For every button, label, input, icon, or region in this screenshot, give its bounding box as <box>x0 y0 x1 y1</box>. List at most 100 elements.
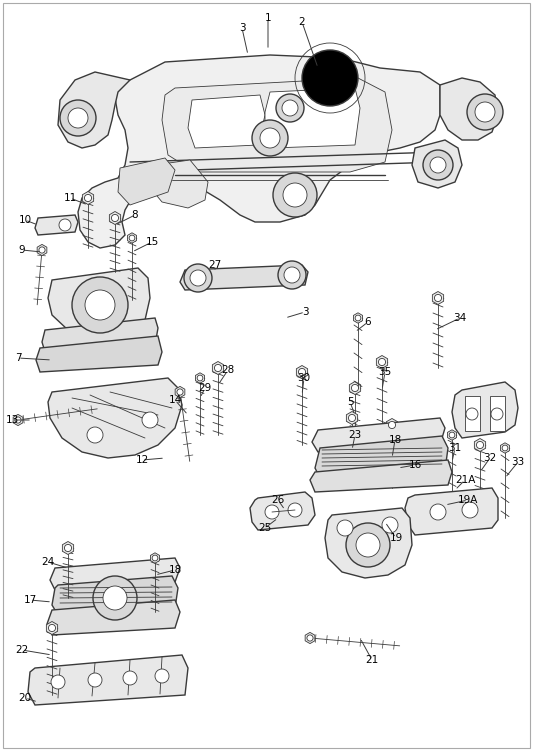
Polygon shape <box>46 622 58 635</box>
Circle shape <box>491 408 503 420</box>
Text: 27: 27 <box>208 260 222 270</box>
Circle shape <box>430 504 446 520</box>
Polygon shape <box>310 460 452 492</box>
Circle shape <box>103 586 127 610</box>
Polygon shape <box>196 372 205 383</box>
Circle shape <box>111 215 118 222</box>
Polygon shape <box>150 553 159 563</box>
Circle shape <box>477 442 483 448</box>
Circle shape <box>123 671 137 685</box>
Circle shape <box>449 432 455 438</box>
Circle shape <box>467 94 503 130</box>
Text: 7: 7 <box>15 353 21 363</box>
Circle shape <box>356 533 380 557</box>
Text: 21A: 21A <box>455 475 475 485</box>
Text: 8: 8 <box>132 210 138 220</box>
Polygon shape <box>28 655 188 705</box>
Circle shape <box>87 427 103 443</box>
Text: 12: 12 <box>135 455 149 465</box>
Text: 3: 3 <box>239 23 245 33</box>
Circle shape <box>346 523 390 567</box>
Polygon shape <box>78 55 440 248</box>
Bar <box>490 396 505 431</box>
Text: 24: 24 <box>42 557 54 567</box>
Circle shape <box>39 247 45 253</box>
Text: 22: 22 <box>15 645 29 655</box>
Circle shape <box>49 624 55 632</box>
Polygon shape <box>386 418 398 432</box>
Text: 32: 32 <box>483 453 497 463</box>
Circle shape <box>88 673 102 687</box>
Circle shape <box>72 277 128 333</box>
Polygon shape <box>250 492 315 530</box>
Polygon shape <box>305 632 315 644</box>
Circle shape <box>197 376 203 381</box>
Text: 33: 33 <box>511 457 524 467</box>
Text: 21: 21 <box>366 655 378 665</box>
Circle shape <box>273 173 317 217</box>
Polygon shape <box>325 508 412 578</box>
Polygon shape <box>148 160 208 208</box>
Circle shape <box>15 417 21 423</box>
Bar <box>465 396 480 431</box>
Circle shape <box>302 50 358 106</box>
Circle shape <box>434 294 441 302</box>
Circle shape <box>177 389 183 395</box>
Text: 35: 35 <box>378 367 392 377</box>
Text: 5: 5 <box>346 397 353 407</box>
Polygon shape <box>62 541 74 554</box>
Polygon shape <box>448 430 456 440</box>
Polygon shape <box>83 192 94 204</box>
Circle shape <box>60 100 96 136</box>
Polygon shape <box>118 158 175 205</box>
Circle shape <box>142 412 158 428</box>
Polygon shape <box>312 418 445 452</box>
Polygon shape <box>35 215 78 235</box>
Circle shape <box>84 195 92 201</box>
Circle shape <box>64 544 71 551</box>
Polygon shape <box>42 318 158 352</box>
Circle shape <box>152 555 158 561</box>
Circle shape <box>389 421 395 429</box>
Text: 9: 9 <box>19 245 25 255</box>
Polygon shape <box>48 268 150 338</box>
Text: 28: 28 <box>221 365 235 375</box>
Circle shape <box>276 94 304 122</box>
Circle shape <box>466 408 478 420</box>
Circle shape <box>51 675 65 689</box>
Circle shape <box>282 100 298 116</box>
Text: 14: 14 <box>168 395 182 405</box>
Polygon shape <box>175 387 185 397</box>
Text: 25: 25 <box>259 523 272 533</box>
Text: 26: 26 <box>271 495 285 505</box>
Polygon shape <box>13 415 23 426</box>
Text: 3: 3 <box>302 307 308 317</box>
Circle shape <box>502 445 508 451</box>
Polygon shape <box>432 291 443 304</box>
Circle shape <box>355 315 361 321</box>
Polygon shape <box>405 488 498 535</box>
Polygon shape <box>474 439 486 451</box>
Polygon shape <box>412 140 462 188</box>
Polygon shape <box>349 382 361 394</box>
Circle shape <box>68 108 88 128</box>
Text: 19: 19 <box>390 533 402 543</box>
Polygon shape <box>162 78 392 172</box>
Text: 31: 31 <box>448 443 462 453</box>
Circle shape <box>423 150 453 180</box>
Text: 1: 1 <box>265 13 271 23</box>
Polygon shape <box>296 366 308 379</box>
Polygon shape <box>500 443 510 453</box>
Polygon shape <box>47 600 180 635</box>
Text: 23: 23 <box>349 430 361 440</box>
Circle shape <box>283 183 307 207</box>
Text: 18: 18 <box>168 565 182 575</box>
Polygon shape <box>188 95 265 148</box>
Circle shape <box>85 290 115 320</box>
Polygon shape <box>48 378 182 458</box>
Text: 18: 18 <box>389 435 402 445</box>
Text: 13: 13 <box>5 415 19 425</box>
Text: 20: 20 <box>19 693 31 703</box>
Circle shape <box>298 369 305 376</box>
Circle shape <box>260 128 280 148</box>
